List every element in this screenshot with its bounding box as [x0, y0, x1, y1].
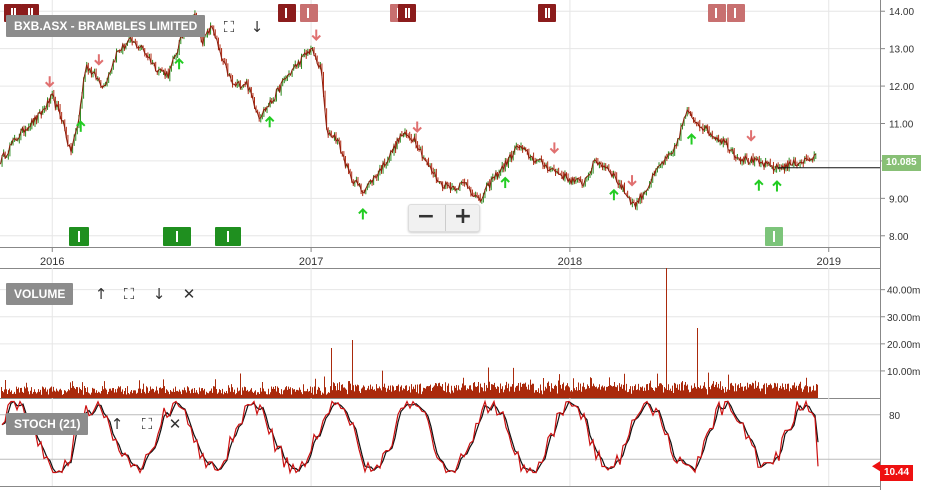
- buy-arrow-up-icon-head: [76, 120, 86, 127]
- buy-arrow-up-icon: [772, 180, 782, 192]
- buy-arrow-up-icon: [358, 208, 368, 220]
- buy-arrow-up-icon-head: [264, 115, 275, 123]
- volume-bars: [1, 268, 818, 398]
- event-badge-mark: [78, 231, 80, 242]
- sell-arrow-down-icon: [746, 130, 756, 142]
- buy-arrow-up-icon: [264, 115, 275, 128]
- volume-panel-title[interactable]: VOLUME: [6, 283, 74, 305]
- sell-arrow-down-icon-head: [94, 59, 104, 66]
- sell-arrow-down-icon-head: [44, 81, 55, 88]
- volume-tick-label: 40.00m: [887, 286, 920, 297]
- year-tick-label: 2017: [299, 256, 323, 268]
- buy-arrow-up-icon-head: [358, 208, 368, 215]
- buy-arrow-up-icon-head: [609, 188, 619, 195]
- stoch-move-up-icon[interactable]: ↑: [110, 415, 124, 433]
- buy-arrow-up-icon: [76, 120, 86, 132]
- event-badge-mark: [14, 8, 16, 18]
- volume-tick-label: 30.00m: [887, 313, 920, 324]
- price-expand-icon[interactable]: ⛶: [223, 18, 235, 36]
- price-panel-title[interactable]: BXB.ASX - BRAMBLES LIMITED: [6, 15, 206, 37]
- stoch-close-icon[interactable]: ✕: [168, 415, 182, 433]
- volume-expand-icon[interactable]: ⛶: [123, 285, 135, 303]
- buy-arrow-up-icon-head: [174, 57, 184, 65]
- year-tick-label: 2016: [40, 256, 64, 268]
- event-badge-mark: [28, 8, 30, 18]
- price-tick-label: 14.00: [889, 7, 914, 18]
- sell-arrow-down-icon-head: [746, 135, 756, 142]
- sell-arrow-down-icon: [94, 54, 104, 66]
- last-price-tag: 10.085: [882, 155, 921, 171]
- volume-move-down-icon[interactable]: ↓: [152, 285, 166, 303]
- buy-arrow-up-icon: [174, 57, 184, 70]
- sell-arrow-down-icon-head: [627, 180, 637, 187]
- stoch-tag-pointer: [872, 461, 880, 472]
- price-move-down-icon[interactable]: ↓: [250, 18, 264, 36]
- buy-arrow-up-icon: [686, 133, 697, 145]
- volume-tick-label: 10.00m: [887, 367, 920, 378]
- event-badge-mark: [11, 8, 13, 18]
- buy-arrow-up-icon: [500, 176, 510, 189]
- buy-arrow-up-icon-head: [686, 133, 697, 140]
- buy-arrow-up-icon-head: [772, 180, 782, 187]
- stoch-expand-icon[interactable]: ⛶: [141, 415, 153, 433]
- event-badge-mark: [31, 8, 33, 18]
- event-badge-mark: [548, 8, 550, 18]
- event-badge-mark: [545, 8, 547, 18]
- sell-arrow-down-icon: [549, 142, 560, 154]
- volume-tick-label: 20.00m: [887, 340, 920, 351]
- stoch-main-line: [1, 399, 819, 475]
- price-tick-label: 8.00: [889, 232, 909, 243]
- event-badge-mark: [307, 8, 309, 18]
- event-badge-mark: [176, 231, 178, 242]
- event-badge-mark: [405, 8, 407, 18]
- sell-arrow-down-icon-head: [311, 34, 321, 41]
- price-tick-label: 13.00: [889, 45, 914, 56]
- buy-arrow-up-icon-head: [500, 176, 510, 183]
- volume-close-icon[interactable]: ✕: [182, 285, 196, 303]
- event-badge-mark: [715, 8, 717, 18]
- event-badge-mark: [773, 231, 775, 242]
- event-badge-mark: [285, 8, 287, 18]
- price-series-line: [0, 12, 817, 210]
- zoom-controls: − +: [408, 204, 480, 232]
- sell-arrow-down-icon-head: [549, 147, 560, 154]
- price-tick-label: 12.00: [889, 82, 914, 93]
- price-tick-label: 11.00: [889, 120, 914, 131]
- event-badge-mark: [227, 231, 229, 242]
- sell-arrow-down-icon-head: [412, 126, 422, 133]
- volume-move-up-icon[interactable]: ↑: [94, 285, 108, 303]
- price-tick-label: 9.00: [889, 194, 909, 205]
- sell-arrow-down-icon: [412, 121, 422, 133]
- event-badge-mark: [734, 8, 736, 18]
- sell-arrow-down-icon: [627, 175, 637, 187]
- year-tick-label: 2018: [558, 256, 582, 268]
- zoom-out-button[interactable]: −: [416, 204, 436, 229]
- buy-arrow-up-icon-head: [754, 179, 764, 186]
- zoom-in-button[interactable]: +: [445, 205, 480, 231]
- stoch-tick-label: 80: [889, 411, 901, 422]
- stoch-panel-title[interactable]: STOCH (21): [6, 413, 89, 435]
- sell-arrow-down-icon: [44, 76, 55, 88]
- buy-arrow-up-icon: [754, 179, 764, 191]
- sell-arrow-down-icon: [311, 29, 321, 41]
- buy-arrow-up-icon: [609, 188, 619, 201]
- stoch-last-value-tag: 10.44: [880, 465, 914, 481]
- year-tick-label: 2019: [816, 256, 840, 268]
- event-badge-mark: [408, 8, 410, 18]
